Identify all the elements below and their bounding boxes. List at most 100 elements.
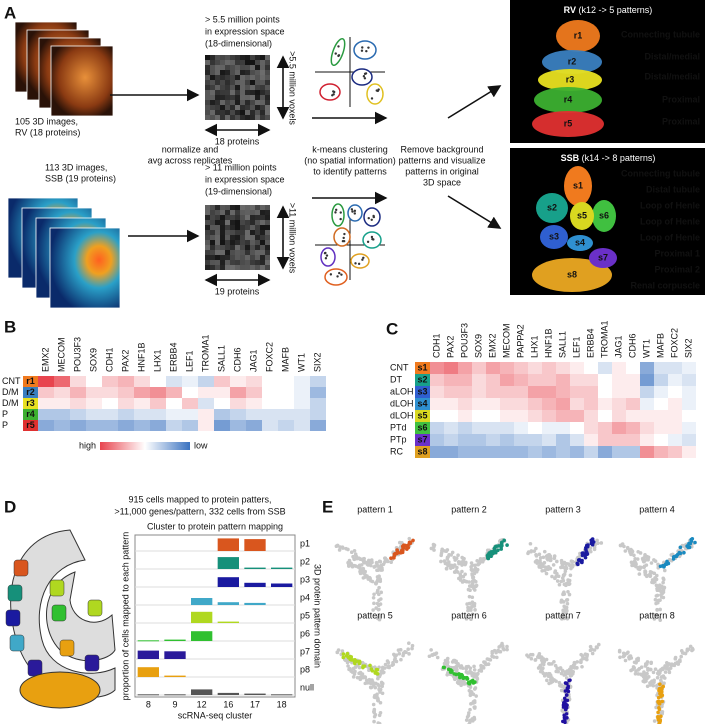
noise-pixel (210, 75, 215, 80)
noise-pixel (235, 55, 240, 60)
caption: patterns and visualize (398, 155, 485, 165)
cell-point (389, 560, 393, 564)
bar (191, 611, 213, 623)
row-label: s1 (417, 362, 427, 372)
box-name: SSB (561, 153, 580, 163)
heat-cell (458, 422, 472, 434)
cell-point (679, 654, 683, 659)
heat-cell (430, 374, 444, 386)
cell-point (690, 646, 695, 651)
heat-cell (444, 422, 458, 434)
cell-point (449, 553, 453, 557)
row-domain: CNT (390, 362, 409, 372)
cell-point (564, 605, 569, 610)
noise-pixel (225, 225, 230, 230)
box-name: RV (564, 5, 576, 15)
cluster-dot (375, 89, 378, 92)
region-label: s5 (577, 210, 587, 220)
heat-cell (542, 362, 556, 374)
noise-pixel (225, 205, 230, 210)
cell-point (651, 670, 656, 675)
cell-point (369, 563, 373, 568)
row-domain: RC (390, 446, 403, 456)
cell-point (483, 660, 487, 665)
row-swatch (23, 387, 38, 398)
heat-cell (486, 386, 500, 398)
heat-cell (278, 387, 294, 398)
cell-point (474, 694, 478, 698)
legend-label: high (79, 440, 96, 450)
cell-point (655, 675, 660, 680)
region (564, 166, 592, 206)
heat-cell (150, 376, 166, 387)
cell-point (372, 683, 376, 688)
noise-pixel (215, 75, 220, 80)
heat-cell (246, 398, 262, 409)
heat-cell (198, 376, 214, 387)
heat-cell (500, 434, 514, 446)
noise-pixel (260, 205, 265, 210)
noise-pixel (235, 210, 240, 215)
pattern-point (465, 677, 469, 681)
pattern-point (563, 681, 568, 685)
noise-pixel (265, 75, 270, 80)
cell-point (378, 614, 382, 618)
heat-cell (626, 362, 640, 374)
heat-cell (458, 386, 472, 398)
noise-pixel (210, 205, 215, 210)
cluster-dot (339, 211, 342, 214)
heat-cell (626, 422, 640, 434)
cell-point (658, 607, 662, 612)
cell-point (655, 607, 659, 612)
column-label: FOXC2 (264, 342, 274, 372)
heat-cell (640, 362, 654, 374)
noise-pixel (205, 230, 210, 235)
noise-pixel (255, 55, 260, 60)
cell-point (642, 565, 646, 570)
column-label: SALL1 (216, 345, 226, 372)
cell-point (596, 642, 601, 647)
cell-point (473, 608, 477, 612)
bar (217, 538, 239, 551)
noise-pixel (250, 260, 255, 265)
noise-pixel (205, 80, 210, 85)
heat-cell (246, 409, 262, 420)
heat-cell (246, 376, 262, 387)
panel-letter: E (322, 497, 333, 516)
cluster-dot (370, 235, 374, 239)
noise-pixel (240, 85, 245, 90)
cell-point (397, 540, 402, 545)
row-swatch (23, 376, 38, 387)
row-label: s4 (417, 398, 427, 408)
heat-cell (102, 398, 118, 409)
cell-point (557, 680, 562, 685)
nephron-segment (7, 584, 23, 602)
column-label: FOXC2 (669, 328, 679, 358)
cluster-dot (351, 210, 354, 213)
noise-pixel (260, 230, 265, 235)
heat-cell (472, 446, 486, 458)
heat-cell (38, 398, 54, 409)
pattern-point (446, 667, 451, 672)
heat-cell (598, 362, 612, 374)
heat-cell (640, 422, 654, 434)
pattern-point (566, 689, 571, 694)
cell-point (633, 671, 638, 676)
cell-point (383, 662, 388, 667)
noise-pixel (260, 85, 265, 90)
noise-pixel (215, 110, 220, 115)
cell-point (537, 665, 542, 670)
cluster-dot (354, 262, 357, 265)
pattern-point (661, 684, 666, 689)
arrow (447, 195, 502, 229)
cell-point (548, 554, 553, 559)
cell-point (377, 598, 381, 603)
noise-pixel (265, 80, 270, 85)
heat-cell (584, 386, 598, 398)
pattern-point (584, 547, 588, 552)
heat-cell (584, 434, 598, 446)
column-label: POU3F3 (459, 323, 469, 358)
noise-pixel (235, 265, 240, 270)
cluster-dot (340, 273, 343, 276)
cell-point (528, 652, 533, 657)
